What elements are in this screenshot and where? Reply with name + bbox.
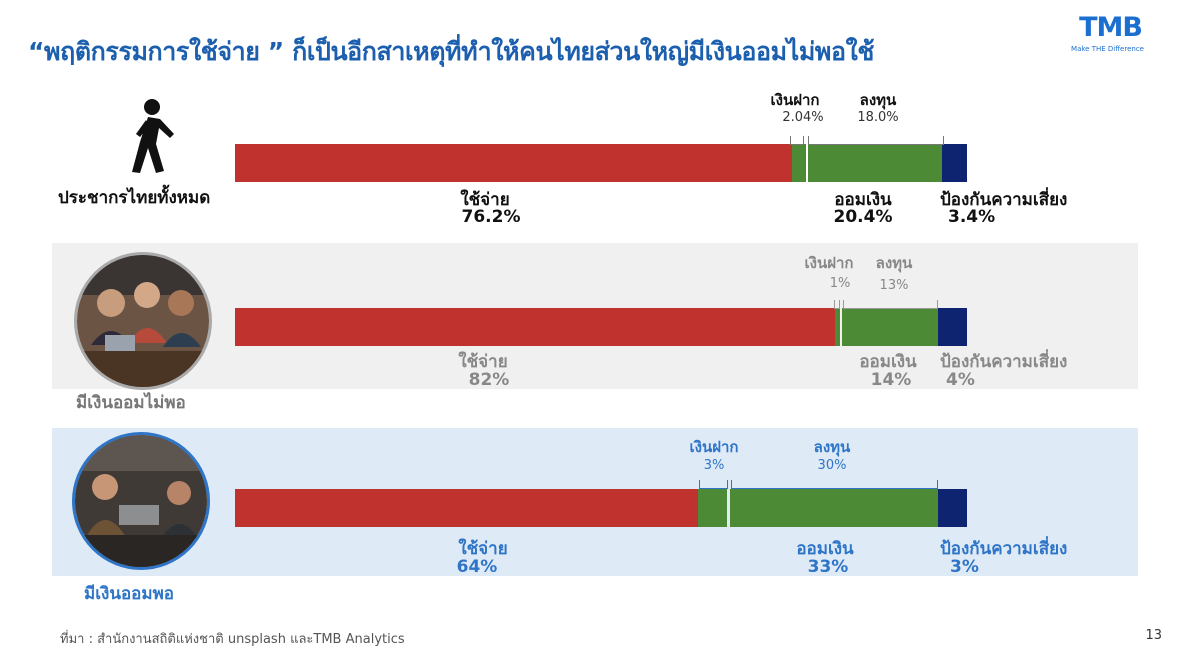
group-2-invest-bracket: [843, 300, 938, 309]
group-2-name: มีเงินออมไม่พอ: [76, 393, 186, 413]
group-2-save-label: ออมเงิน: [859, 352, 917, 372]
group-1-invest-label: ลงทุน: [859, 91, 897, 109]
group-3-invest-value: 30%: [817, 458, 847, 473]
group-2-deposit-segment: [835, 308, 840, 346]
group-3-invest-label: ลงทุน: [813, 438, 851, 456]
walking-person-icon: [118, 98, 178, 176]
group-1-deposit-bracket: [790, 136, 804, 145]
group-2-invest-label: ลงทุน: [875, 254, 913, 272]
group-1-deposit-label: เงินฝาก: [770, 91, 820, 109]
group-1-protect-label: ป้องกันความเสี่ยง: [940, 190, 1068, 210]
group-1-invest-segment: [808, 144, 942, 182]
page-title: “พฤติกรรมการใช้จ่าย ” ก็เป็นอีกสาเหตุที่…: [28, 37, 874, 66]
group-3-protect-label: ป้องกันความเสี่ยง: [940, 539, 1068, 559]
group-1-spend-segment: [235, 144, 792, 182]
group-1-spend-value: 76.2%: [461, 207, 521, 227]
group-3-protect-segment: [938, 489, 967, 527]
group-2-save-value: 14%: [870, 370, 912, 390]
group-1-protect-segment: [942, 144, 967, 182]
group-1-invest-bracket: [808, 136, 944, 145]
group-3-save-value: 33%: [807, 557, 849, 577]
group-1-save-label: ออมเงิน: [834, 190, 892, 210]
worker-photo: [72, 432, 210, 570]
group-2-spend-value: 82%: [468, 370, 510, 390]
tmb-logo: TMB: [1079, 12, 1143, 43]
group-2-deposit-label: เงินฝาก: [804, 254, 854, 272]
group-3-save-label: ออมเงิน: [796, 539, 854, 559]
group-3-deposit-label: เงินฝาก: [689, 438, 739, 456]
group-1-bar: [235, 144, 967, 182]
group-2-invest-value: 13%: [879, 278, 909, 293]
page-number: 13: [1145, 628, 1162, 643]
group-2-protect-segment: [938, 308, 967, 346]
group-3-bar: [235, 489, 967, 527]
group-2-spend-segment: [235, 308, 835, 346]
group-3-invest-bracket: [731, 480, 938, 489]
group-2-invest-segment: [842, 308, 938, 346]
group-2-deposit-bracket: [834, 300, 840, 309]
group-1-protect-value: 3.4%: [948, 207, 996, 227]
group-3-invest-segment: [730, 489, 938, 527]
group-1-deposit-value: 2.04%: [782, 110, 824, 125]
people-photo: [74, 252, 212, 390]
group-1-name: ประชากรไทยทั้งหมด: [58, 188, 211, 208]
group-3-name: มีเงินออมพอ: [84, 584, 174, 604]
group-2-protect-value: 4%: [946, 370, 975, 390]
group-3-spend-label: ใช้จ่าย: [458, 539, 508, 559]
group-3-deposit-value: 3%: [703, 458, 725, 473]
group-1-spend-label: ใช้จ่าย: [460, 190, 510, 210]
group-1-invest-value: 18.0%: [857, 110, 899, 125]
group-2-bar: [235, 308, 967, 346]
source-footnote: ที่มา : สำนักงานสถิติแห่งชาติ unsplash แ…: [60, 632, 405, 647]
group-2-deposit-value: 1%: [829, 276, 851, 291]
group-2-protect-label: ป้องกันความเสี่ยง: [940, 352, 1068, 372]
group-1-deposit-segment: [792, 144, 806, 182]
group-3-spend-segment: [235, 489, 698, 527]
group-3-spend-value: 64%: [456, 557, 498, 577]
group-1-save-value: 20.4%: [833, 207, 893, 227]
tmb-logo-tagline: Make THE Difference: [1071, 45, 1144, 53]
group-3-protect-value: 3%: [950, 557, 979, 577]
group-2-spend-label: ใช้จ่าย: [458, 352, 508, 372]
group-3-deposit-segment: [698, 489, 727, 527]
group-3-deposit-bracket: [699, 480, 728, 489]
